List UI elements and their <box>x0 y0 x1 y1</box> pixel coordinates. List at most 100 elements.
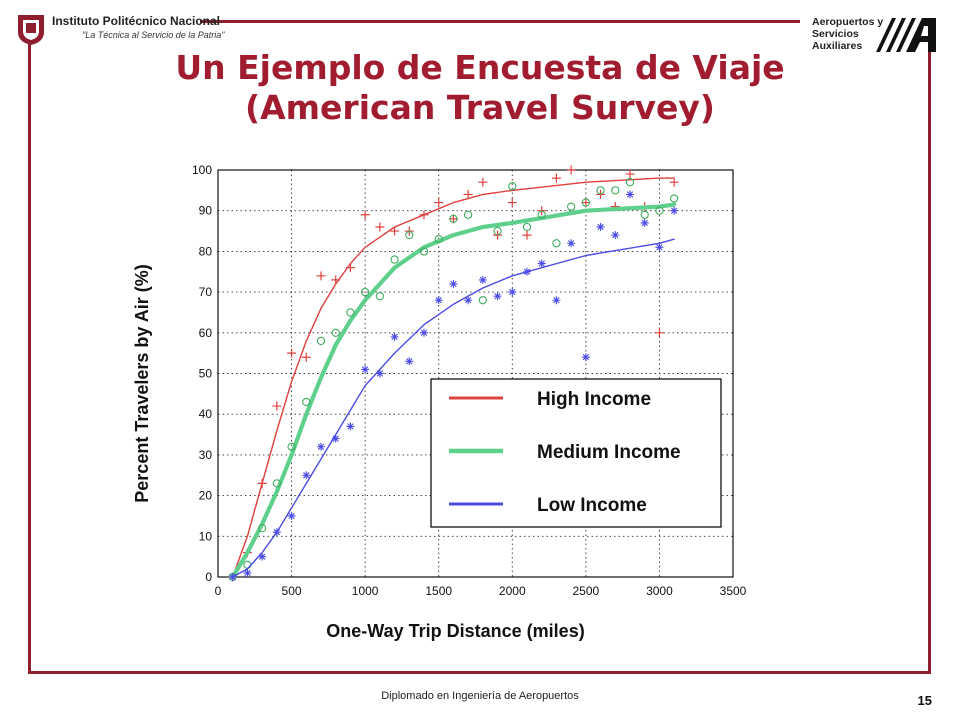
brand-line: Auxiliares <box>812 40 863 52</box>
low-income-point <box>640 218 649 227</box>
high-income-point <box>345 263 355 273</box>
y-tick-label: 50 <box>199 367 213 381</box>
low-income-point <box>596 222 605 231</box>
institution-name: Instituto Politécnico Nacional <box>52 14 221 28</box>
low-income-point <box>670 206 679 215</box>
high-income-point <box>272 401 282 411</box>
high-income-point <box>507 198 517 208</box>
institution-motto: "La Técnica al Servicio de la Patria" <box>82 30 225 40</box>
medium-income-point <box>302 397 311 407</box>
y-tick-label: 70 <box>199 285 213 299</box>
slide-title: Un Ejemplo de Encuesta de Viaje (America… <box>0 48 960 128</box>
y-tick-label: 80 <box>199 244 213 258</box>
high-income-point <box>316 271 326 281</box>
legend-label-low-income: Low Income <box>537 495 647 516</box>
x-tick-label: 2000 <box>499 584 526 598</box>
medium-income-point <box>655 206 664 215</box>
low-income-point <box>272 528 281 537</box>
medium-income-point <box>257 524 267 533</box>
title-line: (American Travel Survey) <box>245 88 715 127</box>
chart: 0 500 1000 1500 2000 2500 3000 3500 0 10 20 30 40 50 6… <box>132 163 747 641</box>
high-income-point <box>287 348 297 358</box>
brand-text: Aeropuertos y Servicios Auxiliares <box>812 16 883 52</box>
medium-income-point <box>390 255 399 264</box>
high-income-point <box>390 226 400 236</box>
y-tick-label: 30 <box>199 448 213 462</box>
asa-logo-icon <box>876 18 936 52</box>
low-income-point <box>405 357 414 366</box>
high-income-point <box>448 214 458 224</box>
high-income-point <box>478 177 488 187</box>
low-income-point <box>243 568 252 577</box>
low-income-point <box>302 471 311 480</box>
high-income-point <box>360 210 370 220</box>
low-income-point <box>626 190 634 199</box>
medium-income-point <box>287 442 296 451</box>
low-income-point <box>464 296 473 305</box>
low-income-point <box>449 279 458 288</box>
high-income-point <box>581 198 591 208</box>
brand-line: Servicios <box>812 28 859 40</box>
medium-income-point <box>566 202 576 211</box>
high-income-point <box>375 222 385 232</box>
low-income-point <box>523 267 531 276</box>
low-income-point <box>493 292 502 301</box>
legend-label-medium-income: Medium Income <box>537 442 681 463</box>
medium-income-fit-line <box>230 202 677 580</box>
medium-income-point <box>346 308 355 317</box>
medium-income-point <box>419 247 429 256</box>
plot-border <box>217 169 734 578</box>
high-income-point <box>566 165 576 175</box>
medium-income-point <box>449 214 458 223</box>
ipn-logo-icon <box>18 15 44 45</box>
low-income-point <box>258 552 267 561</box>
y-tick-label: 60 <box>199 326 213 340</box>
high-income-point <box>551 173 561 183</box>
x-tick-label: 1500 <box>425 584 452 598</box>
y-tick-label: 40 <box>199 407 213 421</box>
x-tick-label: 2500 <box>573 584 600 598</box>
x-tick-label: 500 <box>282 584 302 598</box>
high-income-point <box>669 177 679 187</box>
medium-income-point <box>640 210 649 219</box>
low-income-point <box>434 296 443 305</box>
x-tick-label: 3500 <box>720 584 747 598</box>
high-income-point <box>463 189 473 199</box>
y-axis-label: Percent Travelers by Air (%) <box>132 264 152 502</box>
y-tick-label: 20 <box>199 489 213 503</box>
high-income-fit-line <box>232 177 675 578</box>
low-income-point <box>478 275 487 284</box>
medium-income-point <box>508 182 517 191</box>
high-income-point <box>419 210 429 220</box>
medium-income-point <box>522 222 532 232</box>
header-rule <box>200 20 800 23</box>
low-income-point <box>375 369 384 378</box>
medium-income-point <box>596 186 605 195</box>
y-tick-label: 10 <box>199 529 213 543</box>
medium-income-point <box>493 226 502 236</box>
medium-income-point <box>272 479 282 488</box>
y-tick-label: 100 <box>192 163 212 177</box>
x-axis-label: One-Way Trip Distance (miles) <box>326 621 584 641</box>
low-income-point <box>317 442 325 451</box>
y-tick-label: 90 <box>199 204 213 218</box>
medium-income-point <box>669 194 679 203</box>
page-number: 15 <box>917 693 932 708</box>
medium-income-point <box>478 296 488 305</box>
low-income-point <box>346 422 355 431</box>
medium-income-point <box>316 336 326 346</box>
medium-income-point <box>331 328 340 337</box>
brand-line: Aeropuertos y <box>812 16 884 28</box>
x-tick-label: 1000 <box>352 584 379 598</box>
low-income-point <box>228 573 237 581</box>
low-income-point <box>611 231 620 240</box>
high-income-point <box>522 230 532 240</box>
medium-income-point <box>434 235 443 244</box>
medium-income-point <box>537 210 546 219</box>
medium-income-point <box>552 239 561 248</box>
high-income-point <box>301 352 311 362</box>
high-income-point <box>257 478 267 488</box>
slide-frame <box>28 20 931 674</box>
low-income-point <box>655 243 664 252</box>
high-income-point <box>654 328 664 338</box>
